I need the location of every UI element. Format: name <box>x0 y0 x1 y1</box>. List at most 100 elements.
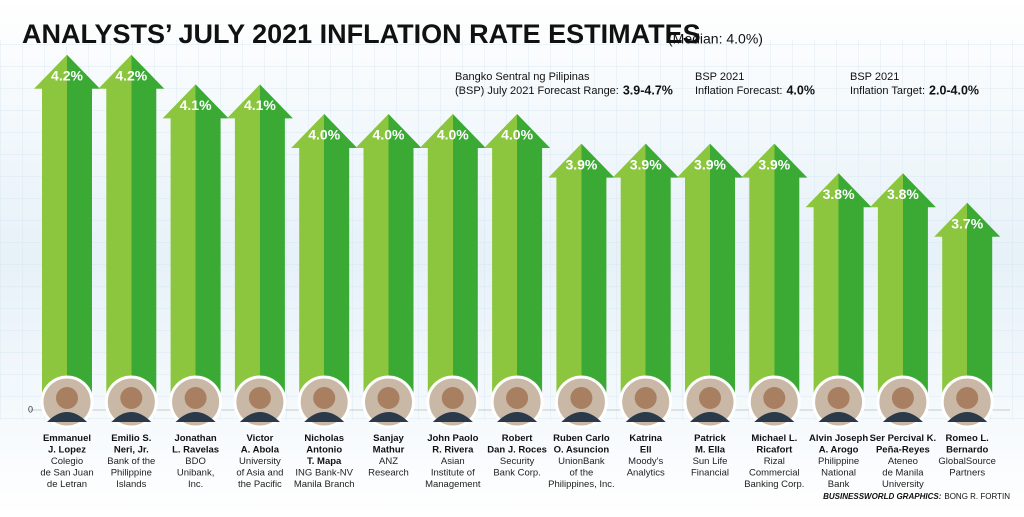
analyst-affiliation: GlobalSource Partners <box>938 456 996 479</box>
arrow-bar <box>869 173 936 410</box>
analyst-affiliation: Security Bank Corp. <box>493 456 541 479</box>
analyst-affiliation: Sun Life Financial <box>691 456 729 479</box>
photo-face <box>56 387 78 409</box>
chart-subtitle: (Median: 4.0%) <box>668 31 763 47</box>
arrow-bar <box>741 143 808 410</box>
photo-body <box>111 412 152 422</box>
value-label: 4.2% <box>115 68 147 84</box>
photo-body <box>239 412 280 422</box>
analyst-affiliation: UnionBank of the Philippines, Inc. <box>548 456 615 490</box>
photo-face <box>248 387 271 409</box>
arrow-bar <box>419 114 486 410</box>
value-label: 3.8% <box>887 186 919 202</box>
arrow-bar <box>162 84 229 411</box>
photo-body <box>625 412 666 422</box>
analyst-name: Emilio S. Neri, Jr. <box>111 433 151 456</box>
photo-face <box>634 387 657 409</box>
arrow-bar <box>291 114 358 410</box>
photo-body <box>304 412 345 422</box>
arrow-bar <box>355 114 422 410</box>
value-label: 4.0% <box>437 127 469 143</box>
arrow-bar <box>226 84 293 411</box>
analyst-affiliation: University of Asia and the Pacific <box>236 456 283 490</box>
value-label: 3.9% <box>758 156 790 172</box>
photo-body <box>175 412 216 422</box>
arrow-bar <box>98 54 165 411</box>
analyst-affiliation: Rizal Commercial Banking Corp. <box>744 456 804 490</box>
photo-body <box>497 412 538 422</box>
value-label: 4.0% <box>501 127 533 143</box>
analyst-name: Katrina Ell <box>629 433 662 456</box>
credit-author: BONG R. FORTIN <box>944 492 1010 501</box>
arrow-bar <box>612 143 679 410</box>
value-label: 3.9% <box>630 156 662 172</box>
photo-face <box>699 387 721 409</box>
value-label: 4.0% <box>308 127 340 143</box>
annotation-text: BSP 2021 Inflation Forecast: <box>695 71 782 97</box>
value-label: 3.9% <box>565 156 597 172</box>
analyst-name: Victor A. Abola <box>241 433 280 456</box>
photo-body <box>882 412 923 422</box>
analyst-affiliation: Colegio de San Juan de Letran <box>40 456 93 490</box>
analyst-name: Nicholas Antonio T. Mapa <box>304 433 344 467</box>
photo-body <box>432 412 473 422</box>
analyst-affiliation: ANZ Research <box>368 456 409 479</box>
credit-org: BUSINESSWORLD GRAPHICS: <box>823 492 942 501</box>
analyst-affiliation: Philippine National Bank <box>818 456 859 490</box>
analyst-name: John Paolo R. Rivera <box>427 433 478 456</box>
arrow-bar <box>34 54 100 411</box>
value-label: 3.7% <box>951 216 983 232</box>
arrow-bar <box>548 143 615 410</box>
value-label: 4.2% <box>51 68 83 84</box>
arrow-bar <box>484 114 551 410</box>
annotation-value: 2.0-4.0% <box>929 83 979 97</box>
photo-face <box>570 387 593 409</box>
annotation-value: 3.9-4.7% <box>623 83 673 97</box>
analyst-affiliation: Ateneo de Manila University <box>882 456 924 490</box>
photo-face <box>313 387 336 409</box>
photo-face <box>441 387 464 409</box>
photo-body <box>47 412 87 422</box>
analyst-affiliation: Asian Institute of Management <box>425 456 481 490</box>
value-label: 4.1% <box>180 97 212 113</box>
analyst-affiliation: Bank of the Philippine Islands <box>107 456 155 490</box>
photo-body <box>947 412 988 422</box>
photo-face <box>763 387 786 409</box>
arrow-bar <box>805 173 872 410</box>
annotation-text: Bangko Sentral ng Pilipinas (BSP) July 20… <box>455 71 619 97</box>
photo-face <box>120 387 143 409</box>
photo-face <box>184 387 207 409</box>
value-label: 4.0% <box>373 127 405 143</box>
analyst-name: Romeo L. Bernardo <box>946 433 989 456</box>
photo-face <box>956 387 979 409</box>
value-label: 3.9% <box>694 156 726 172</box>
analyst-affiliation: ING Bank-NV Manila Branch <box>294 467 355 490</box>
analyst-name: Ruben Carlo O. Asuncion <box>553 433 610 456</box>
value-label: 3.8% <box>823 186 855 202</box>
photo-face <box>506 387 529 409</box>
analyst-name: Robert Dan J. Roces <box>487 433 547 456</box>
photo-face <box>377 387 400 409</box>
analyst-name: Jonathan L. Ravelas <box>172 433 219 456</box>
arrow-bar <box>934 202 1001 410</box>
analyst-name: Michael L. Ricafort <box>751 433 797 456</box>
photo-body <box>754 412 795 422</box>
analyst-name: Emmanuel J. Lopez <box>43 433 91 456</box>
annotation-value: 4.0% <box>786 83 815 97</box>
annotation-text: BSP 2021 Inflation Target: <box>850 71 925 97</box>
photo-body <box>561 412 602 422</box>
baseline-label: 0 <box>28 404 33 414</box>
photo-body <box>368 412 409 422</box>
analyst-name: Ser Percival K. Peña-Reyes <box>870 433 937 456</box>
photo-body <box>690 412 730 422</box>
arrow-bar <box>677 143 743 410</box>
analyst-name: Patrick M. Ella <box>694 433 726 456</box>
analyst-name: Alvin Joseph A. Arogo <box>809 433 868 456</box>
analyst-affiliation: BDO Unibank, Inc. <box>177 456 215 490</box>
analyst-name: Sanjay Mathur <box>373 433 405 456</box>
photo-body <box>818 412 859 422</box>
photo-face <box>827 387 850 409</box>
analyst-affiliation: Moody's Analytics <box>627 456 665 479</box>
